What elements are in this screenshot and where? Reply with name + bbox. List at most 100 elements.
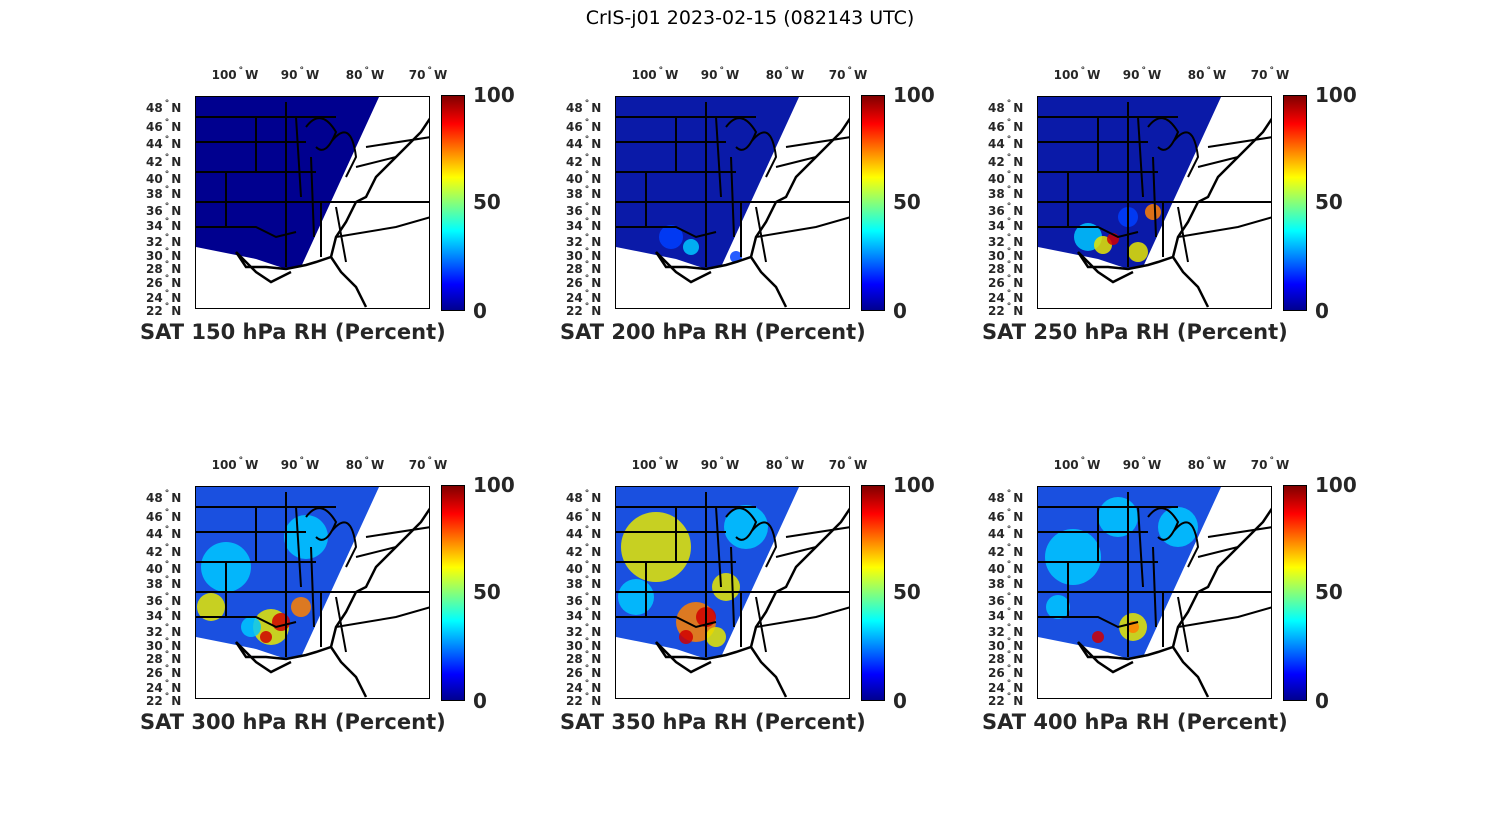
map-axes	[1037, 96, 1272, 309]
lat-tick-label: 32 ° N	[988, 233, 1024, 249]
lat-tick-label: 26 ° N	[146, 664, 182, 680]
lat-tick-label: 48 ° N	[566, 99, 602, 115]
rh-data-cluster	[618, 579, 654, 615]
colorbar-tick-label: 100	[893, 83, 935, 107]
lat-tick-label: 44 ° N	[988, 525, 1024, 541]
lat-tick-label: 44 ° N	[146, 135, 182, 151]
lon-tick-label: 80 ° W	[765, 456, 805, 472]
colorbar	[861, 485, 885, 701]
lon-tick-label: 100 ° W	[631, 66, 679, 82]
lat-tick-label: 44 ° N	[566, 135, 602, 151]
lat-tick-label: 30 ° N	[146, 247, 182, 263]
lat-tick-label: 34 ° N	[566, 607, 602, 623]
colorbar-tick-label: 0	[1315, 689, 1329, 713]
lon-tick-label: 80 ° W	[1187, 66, 1227, 82]
lat-tick-label: 36 ° N	[566, 202, 602, 218]
map-axes	[195, 96, 430, 309]
rh-data-cluster	[291, 597, 311, 617]
colorbar-tick-label: 50	[893, 190, 921, 214]
map-axes	[615, 486, 850, 699]
lat-tick-label: 22 ° N	[146, 302, 182, 318]
lon-tick-label: 80 ° W	[765, 66, 805, 82]
lon-tick-label: 80 ° W	[1187, 456, 1227, 472]
satellite-swath	[616, 97, 799, 269]
panel-title: SAT 350 hPa RH (Percent)	[560, 710, 866, 734]
colorbar-tick-label: 50	[1315, 190, 1343, 214]
lat-tick-label: 24 ° N	[988, 679, 1024, 695]
lat-tick-label: 26 ° N	[988, 274, 1024, 290]
lat-tick-label: 42 ° N	[988, 153, 1024, 169]
lat-tick-label: 24 ° N	[146, 679, 182, 695]
lon-tick-label: 90 ° W	[1122, 66, 1162, 82]
lat-tick-label: 22 ° N	[566, 302, 602, 318]
lat-tick-label: 32 ° N	[988, 623, 1024, 639]
lon-tick-label: 70 ° W	[408, 66, 448, 82]
lon-tick-label: 90 ° W	[700, 456, 740, 472]
rh-data-cluster	[659, 225, 683, 249]
lat-tick-label: 32 ° N	[566, 233, 602, 249]
lat-tick-label: 22 ° N	[146, 692, 182, 708]
lon-tick-label: 100 ° W	[631, 456, 679, 472]
lat-tick-label: 28 ° N	[988, 260, 1024, 276]
lon-tick-label: 100 ° W	[1053, 456, 1101, 472]
rh-data-cluster	[1045, 529, 1101, 585]
lat-tick-label: 24 ° N	[566, 679, 602, 695]
lat-tick-label: 36 ° N	[146, 592, 182, 608]
lon-tick-label: 100 ° W	[211, 456, 259, 472]
map-panel-400: 100 ° W 90 ° W 80 ° W 70 ° W 48 ° N 46 ° N 44 ° N 42 ° N 40 ° N 38 °…	[982, 450, 1402, 750]
rh-data-cluster	[621, 512, 691, 582]
lon-tick-label: 80 ° W	[345, 66, 385, 82]
map-panel-200: 100 ° W 90 ° W 80 ° W 70 ° W 48 ° N 46 ° N 44 ° N 42 ° N 40 ° N 38 °…	[560, 60, 980, 360]
lat-tick-label: 48 ° N	[146, 99, 182, 115]
rh-data-cluster	[284, 515, 328, 559]
lat-tick-label: 32 ° N	[146, 233, 182, 249]
lat-tick-label: 44 ° N	[988, 135, 1024, 151]
lat-tick-label: 22 ° N	[988, 302, 1024, 318]
coastline	[654, 117, 849, 308]
colorbar-tick-label: 0	[1315, 299, 1329, 323]
lon-tick-label: 70 ° W	[828, 456, 868, 472]
lat-tick-label: 46 ° N	[146, 118, 182, 134]
map-axes	[1037, 486, 1272, 699]
lat-tick-label: 26 ° N	[146, 274, 182, 290]
rh-data-cluster	[679, 630, 693, 644]
lat-tick-label: 30 ° N	[566, 247, 602, 263]
state-borders	[196, 492, 429, 657]
state-borders	[1038, 492, 1271, 657]
panel-title: SAT 300 hPa RH (Percent)	[140, 710, 446, 734]
coastline	[1076, 117, 1271, 308]
lat-tick-label: 26 ° N	[566, 664, 602, 680]
lon-tick-label: 90 ° W	[700, 66, 740, 82]
colorbar	[441, 485, 465, 701]
lat-tick-label: 36 ° N	[988, 592, 1024, 608]
colorbar	[861, 95, 885, 311]
lat-tick-label: 22 ° N	[988, 692, 1024, 708]
colorbar-tick-label: 0	[893, 689, 907, 713]
lat-tick-label: 44 ° N	[566, 525, 602, 541]
colorbar-tick-label: 100	[893, 473, 935, 497]
lat-tick-label: 30 ° N	[988, 247, 1024, 263]
lat-tick-label: 40 ° N	[988, 170, 1024, 186]
lat-tick-label: 26 ° N	[566, 274, 602, 290]
lat-tick-label: 40 ° N	[566, 560, 602, 576]
coastline	[1076, 507, 1271, 698]
state-borders	[1038, 102, 1271, 267]
lat-tick-label: 40 ° N	[146, 170, 182, 186]
state-borders	[196, 102, 429, 267]
lat-tick-label: 38 ° N	[146, 185, 182, 201]
panel-title: SAT 200 hPa RH (Percent)	[560, 320, 866, 344]
lat-tick-label: 40 ° N	[566, 170, 602, 186]
lat-tick-label: 46 ° N	[146, 508, 182, 524]
lat-tick-label: 34 ° N	[566, 217, 602, 233]
lat-tick-label: 22 ° N	[566, 692, 602, 708]
lat-tick-label: 36 ° N	[566, 592, 602, 608]
lon-tick-label: 70 ° W	[1250, 456, 1290, 472]
lat-tick-label: 42 ° N	[566, 543, 602, 559]
rh-data-cluster	[706, 627, 726, 647]
colorbar-tick-label: 50	[473, 580, 501, 604]
lon-tick-label: 70 ° W	[1250, 66, 1290, 82]
lat-tick-label: 28 ° N	[146, 260, 182, 276]
lat-tick-label: 42 ° N	[566, 153, 602, 169]
lat-tick-label: 36 ° N	[988, 202, 1024, 218]
lat-tick-label: 28 ° N	[566, 650, 602, 666]
